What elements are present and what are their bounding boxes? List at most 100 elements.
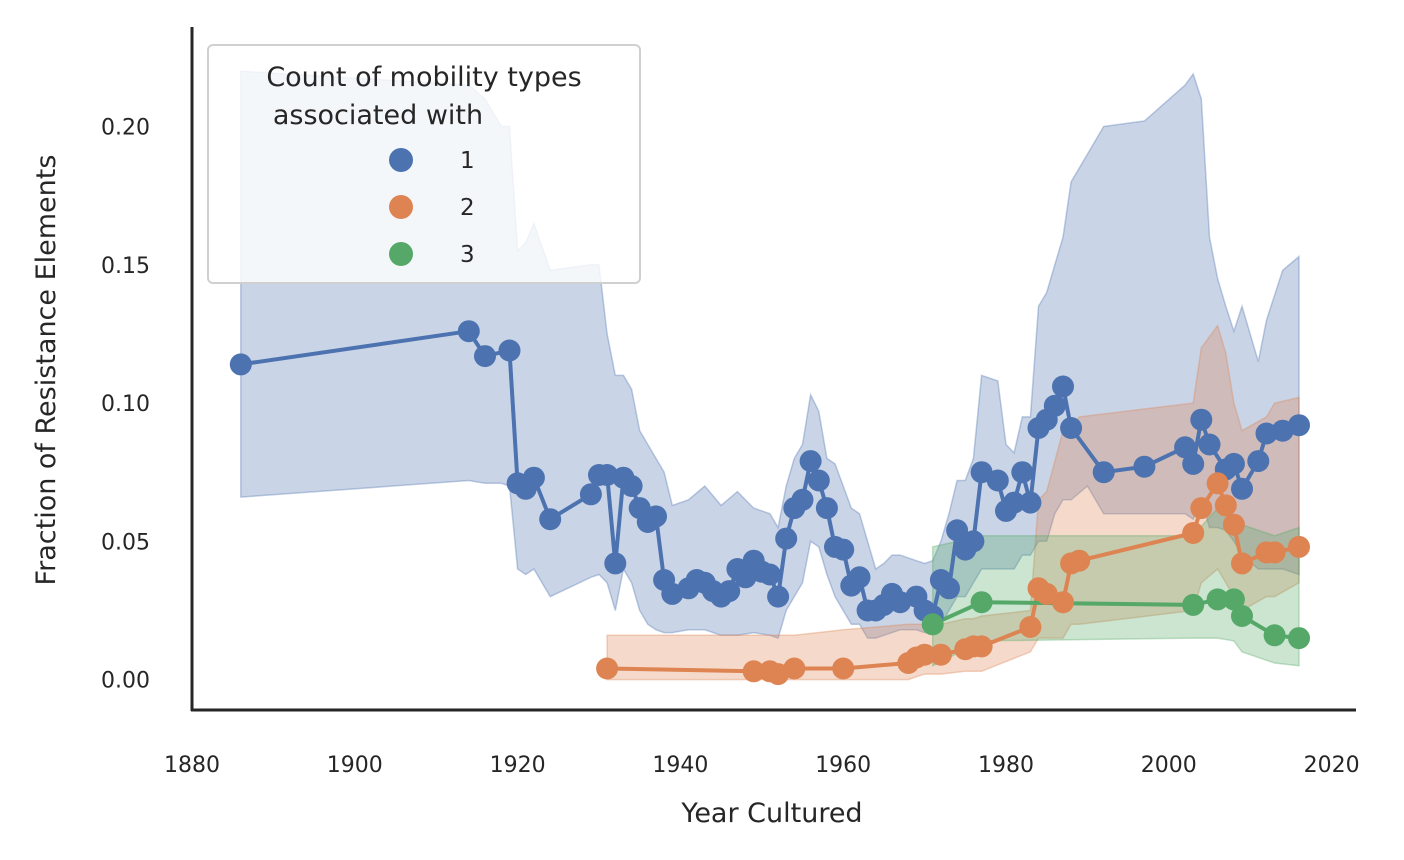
point-series-1-63 xyxy=(1052,375,1074,398)
y-axis-label: Fraction of Resistance Elements xyxy=(31,155,62,586)
legend-box xyxy=(207,44,641,284)
point-series-1-67 xyxy=(1174,436,1197,459)
point-series-2-19 xyxy=(1182,522,1205,544)
point-series-1-75 xyxy=(1255,422,1278,445)
point-series-1-62 xyxy=(1043,394,1066,417)
point-series-2-9 xyxy=(929,643,952,666)
point-series-1-31 xyxy=(775,527,798,550)
point-series-1-59 xyxy=(1019,491,1042,514)
point-series-1-29 xyxy=(758,563,781,586)
point-series-2-26 xyxy=(1263,541,1286,564)
legend-title-line-2: associated with xyxy=(273,100,483,131)
point-series-3-1 xyxy=(970,591,993,614)
legend: Count of mobility types associated with … xyxy=(207,44,641,284)
point-series-1-6 xyxy=(522,466,545,489)
x-tick-labels: 1880 1900 1920 1940 1960 1980 2000 2020 xyxy=(164,753,1360,778)
point-series-1-7 xyxy=(539,508,562,531)
point-series-1-73 xyxy=(1231,477,1253,500)
point-series-1-51 xyxy=(946,519,969,542)
x-tick-label-1900: 1900 xyxy=(327,753,383,778)
point-series-1-33 xyxy=(791,488,814,511)
point-series-1-64 xyxy=(1060,417,1083,439)
point-series-1-11 xyxy=(604,552,627,575)
point-series-1-2 xyxy=(474,345,496,368)
point-series-2-21 xyxy=(1206,472,1229,495)
point-series-1-77 xyxy=(1288,414,1310,437)
point-series-1-10 xyxy=(596,464,619,486)
legend-label-1: 1 xyxy=(460,148,475,174)
point-series-2-16 xyxy=(1052,591,1074,614)
x-axis-label: Year Cultured xyxy=(680,798,862,829)
x-tick-label-1880: 1880 xyxy=(164,753,220,778)
point-series-1-55 xyxy=(986,469,1009,492)
point-series-1-66 xyxy=(1133,455,1156,478)
point-series-3-7 xyxy=(1288,627,1310,650)
point-series-3-0 xyxy=(921,613,944,636)
point-series-1-38 xyxy=(832,538,855,561)
point-series-1-72 xyxy=(1222,452,1245,475)
point-series-1-34 xyxy=(799,450,822,473)
ci-band-series-2 xyxy=(606,323,1300,681)
point-series-3-3 xyxy=(1206,588,1229,611)
x-tick-label-2020: 2020 xyxy=(1304,753,1360,778)
legend-marker-3 xyxy=(389,242,413,266)
series-points xyxy=(229,320,1310,686)
point-series-2-4 xyxy=(783,657,806,680)
legend-label-3: 3 xyxy=(460,242,475,268)
x-tick-label-1920: 1920 xyxy=(490,753,546,778)
legend-marker-2 xyxy=(389,195,413,219)
y-tick-label-0.05: 0.05 xyxy=(101,530,150,555)
point-series-1-69 xyxy=(1190,408,1213,431)
y-tick-label-0.15: 0.15 xyxy=(101,254,150,279)
point-series-2-1 xyxy=(742,660,765,683)
x-tick-label-1940: 1940 xyxy=(652,753,708,778)
point-series-1-57 xyxy=(1003,491,1026,514)
point-series-3-4 xyxy=(1222,588,1245,611)
point-series-2-22 xyxy=(1214,494,1237,517)
point-series-2-12 xyxy=(970,635,993,658)
point-series-1-54 xyxy=(970,461,993,484)
point-series-2-5 xyxy=(832,657,855,680)
point-series-2-13 xyxy=(1019,616,1042,638)
y-tick-labels: 0.00 0.05 0.10 0.15 0.20 xyxy=(101,116,150,694)
point-series-2-27 xyxy=(1288,535,1310,558)
point-series-2-0 xyxy=(596,657,619,680)
point-series-1-0 xyxy=(229,353,252,376)
point-series-3-5 xyxy=(1231,605,1253,627)
point-series-2-15 xyxy=(1035,582,1058,605)
point-series-1-3 xyxy=(498,339,521,362)
point-series-3-6 xyxy=(1263,624,1286,647)
point-series-1-70 xyxy=(1198,433,1221,456)
point-series-2-8 xyxy=(913,643,936,666)
point-series-1-50 xyxy=(938,577,960,600)
point-series-1-35 xyxy=(807,469,830,492)
point-series-1-53 xyxy=(962,530,985,553)
point-series-1-16 xyxy=(645,505,667,528)
legend-title-line-1: Count of mobility types xyxy=(266,62,581,93)
point-series-1-74 xyxy=(1247,450,1270,473)
x-tick-label-1960: 1960 xyxy=(815,753,871,778)
point-series-1-1 xyxy=(457,320,480,343)
y-tick-label-0.10: 0.10 xyxy=(101,392,150,417)
point-series-1-13 xyxy=(620,475,643,497)
x-tick-label-2000: 2000 xyxy=(1141,753,1197,778)
x-tick-label-1980: 1980 xyxy=(978,753,1034,778)
point-series-1-24 xyxy=(718,580,741,603)
point-series-1-30 xyxy=(767,585,790,608)
point-series-1-68 xyxy=(1182,452,1205,475)
point-series-2-20 xyxy=(1190,497,1213,520)
y-tick-label-0.20: 0.20 xyxy=(101,116,150,141)
point-series-1-58 xyxy=(1011,461,1034,484)
y-tick-label-0.00: 0.00 xyxy=(101,669,150,694)
point-series-1-40 xyxy=(848,566,871,589)
point-series-1-65 xyxy=(1092,461,1115,484)
point-series-1-8 xyxy=(579,483,602,506)
point-series-1-36 xyxy=(815,497,838,520)
point-series-2-18 xyxy=(1068,549,1091,572)
point-series-2-23 xyxy=(1222,513,1245,536)
point-series-3-2 xyxy=(1182,593,1205,616)
point-series-2-24 xyxy=(1231,552,1253,575)
legend-marker-1 xyxy=(389,148,413,172)
legend-label-2: 2 xyxy=(460,195,475,221)
